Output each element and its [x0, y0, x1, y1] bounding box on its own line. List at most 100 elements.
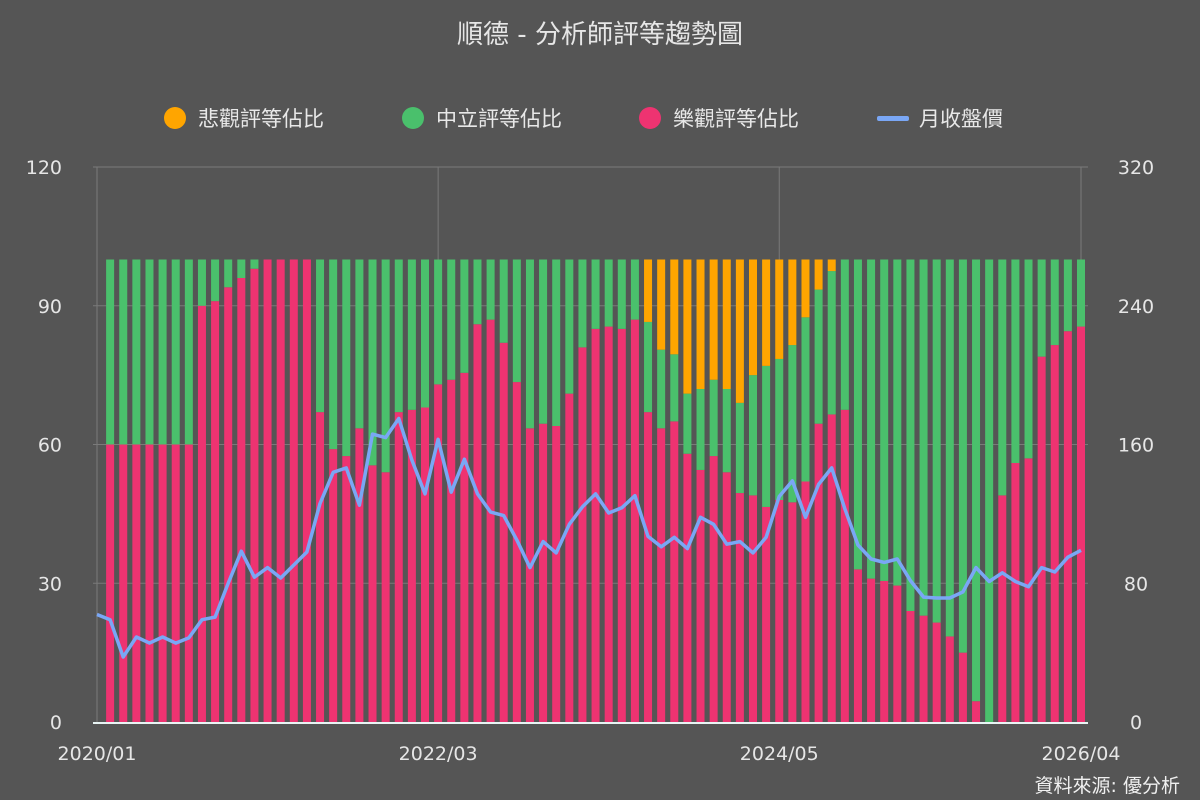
bullish-bar [473, 324, 482, 722]
legend-item-bearish[interactable]: 悲觀評等佔比 [164, 103, 324, 133]
x-tick: 2024/05 [740, 743, 819, 765]
x-tick: 2022/03 [399, 743, 478, 765]
legend-label: 樂觀評等佔比 [673, 107, 799, 131]
neutral-bar [486, 259, 495, 320]
bearish-bar [722, 259, 731, 389]
bullish-bar [184, 444, 193, 722]
neutral-bar [381, 259, 390, 473]
legend-label: 月收盤價 [919, 107, 1003, 131]
bullish-bar [565, 393, 574, 722]
bullish-bar [932, 622, 941, 722]
legend-item-neutral[interactable]: 中立評等佔比 [402, 103, 562, 133]
bullish-bar [762, 506, 771, 722]
neutral-bar [539, 259, 548, 424]
neutral-bar [696, 389, 705, 470]
data-source: 資料來源: 優分析 [1034, 775, 1180, 797]
bearish-bar [709, 259, 718, 380]
bearish-bar [788, 259, 797, 346]
neutral-bar [591, 259, 600, 329]
y-left-tick: 90 [38, 296, 62, 318]
bullish-bar [578, 347, 587, 722]
stacked-bars [106, 259, 1085, 722]
neutral-bar [840, 259, 849, 410]
bullish-bar [840, 409, 849, 722]
neutral-bar [644, 321, 653, 413]
neutral-bar [604, 259, 613, 327]
y-right-tick: 80 [1124, 573, 1148, 595]
neutral-bar [224, 259, 233, 288]
bullish-bar [972, 701, 981, 722]
bullish-bar [224, 287, 233, 722]
bullish-bar [407, 409, 416, 722]
bullish-bar [735, 493, 744, 722]
bullish-bar [945, 636, 954, 722]
y-left-tick: 120 [26, 157, 62, 179]
bullish-bar [683, 453, 692, 722]
neutral-bar [906, 259, 915, 611]
neutral-bar [788, 345, 797, 503]
y-left-tick: 0 [50, 712, 62, 734]
bullish-bar [617, 328, 626, 722]
bullish-bar [1024, 458, 1033, 722]
bullish-bar [460, 372, 469, 722]
neutral-bar [932, 259, 941, 623]
neutral-bar [998, 259, 1007, 496]
bullish-bar [250, 268, 259, 722]
neutral-bar [355, 259, 364, 429]
bearish-bar [657, 259, 666, 350]
bullish-bar [630, 319, 639, 722]
legend-item-price[interactable]: 月收盤價 [877, 103, 1003, 133]
bullish-bar [1037, 356, 1046, 722]
y-right-tick: 0 [1130, 712, 1142, 734]
neutral-bar [407, 259, 416, 410]
neutral-bar [683, 393, 692, 454]
neutral-circle-icon [402, 107, 424, 129]
neutral-bar [211, 259, 220, 302]
bullish-bar [552, 426, 561, 722]
bearish-bar [775, 259, 784, 359]
neutral-bar [552, 259, 561, 426]
legend-item-bullish[interactable]: 樂觀評等佔比 [639, 103, 799, 133]
bullish-bar [381, 472, 390, 722]
neutral-bar [775, 358, 784, 500]
bullish-bar [512, 382, 521, 722]
neutral-bar [853, 259, 862, 570]
bearish-bar [827, 259, 836, 272]
bullish-bar [657, 428, 666, 722]
neutral-bar [434, 259, 443, 385]
bullish-bar [853, 569, 862, 722]
neutral-bar [394, 259, 403, 413]
bullish-bar [132, 444, 141, 722]
neutral-bar [814, 289, 823, 424]
bullish-bar [421, 407, 429, 722]
bullish-bar [1050, 345, 1059, 722]
neutral-bar [749, 375, 757, 496]
neutral-bar [972, 259, 981, 702]
bullish-bar [906, 611, 915, 722]
neutral-bar [145, 259, 154, 445]
bullish-bar [368, 465, 377, 722]
price-polyline [96, 416, 1082, 659]
neutral-bar [735, 402, 744, 494]
y-left-tick: 30 [38, 573, 62, 595]
bullish-bar [958, 652, 967, 722]
chart-title: 順德 - 分析師評等趨勢圖 [457, 20, 743, 50]
bullish-bar [814, 423, 823, 722]
bearish-circle-icon [164, 107, 186, 129]
neutral-bar [237, 259, 246, 278]
neutral-bar [132, 259, 141, 445]
bullish-bar [709, 456, 718, 722]
bullish-circle-icon [639, 107, 661, 129]
neutral-bar [512, 259, 521, 383]
bullish-bar [119, 444, 128, 722]
bullish-bar [486, 319, 495, 722]
neutral-bar [447, 259, 456, 380]
x-tick: 2020/01 [58, 743, 137, 765]
bullish-bar [696, 469, 705, 722]
bullish-bar [289, 259, 298, 722]
neutral-bar [316, 259, 325, 413]
bullish-bar [749, 495, 757, 722]
neutral-bar [1011, 259, 1020, 463]
bearish-bar [814, 259, 823, 290]
